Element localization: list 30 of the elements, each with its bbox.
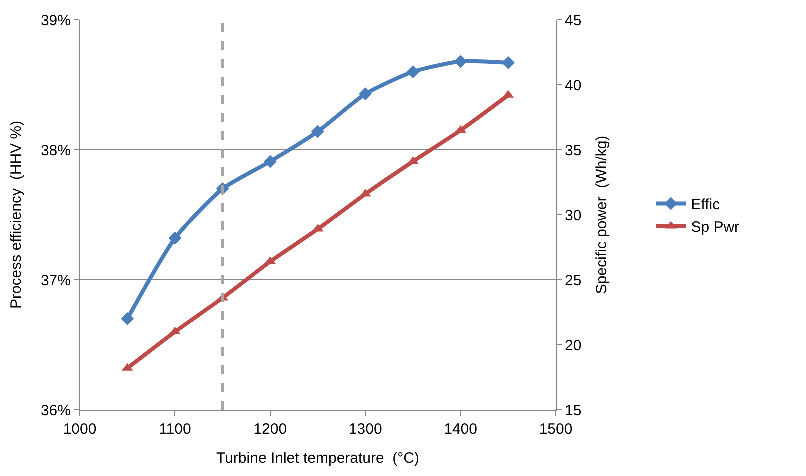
point: [454, 55, 468, 68]
x-axis-title: Turbine Inlet temperature (°C): [216, 450, 420, 467]
point: [312, 125, 324, 138]
point: [264, 155, 277, 168]
legend-label: Sp Pwr: [691, 219, 740, 236]
x-tick-label: 1500: [539, 421, 573, 438]
y2-axis-title: Specific power (Wh/kg): [594, 136, 611, 294]
y-tick-label: 36%: [40, 402, 71, 420]
point: [406, 66, 420, 78]
y2-tick-label: 15: [565, 402, 582, 420]
point: [168, 232, 182, 245]
y2-tick-label: 45: [565, 12, 582, 30]
y-axis-title: Process efficiency (HHV %): [8, 120, 26, 310]
y-tick-label: 37%: [40, 272, 71, 290]
point: [121, 312, 134, 326]
y2-tick-label: 30: [565, 207, 582, 224]
x-tick-label: 1300: [348, 421, 382, 438]
y2-tick-label: 35: [565, 142, 582, 160]
point: [359, 88, 372, 101]
x-tick-label: 1000: [63, 421, 97, 438]
y2-tick-label: 40: [565, 77, 582, 94]
x-tick-label: 1400: [444, 421, 478, 438]
y-tick-label: 39%: [40, 12, 71, 30]
y2-tick-label: 20: [565, 337, 582, 354]
y-tick-label: 38%: [40, 142, 71, 160]
legend-label: Effic: [691, 196, 721, 214]
x-tick-label: 1100: [159, 421, 192, 438]
point: [502, 56, 515, 70]
y2-tick-label: 25: [565, 272, 582, 290]
x-tick-label: 1200: [254, 421, 288, 438]
